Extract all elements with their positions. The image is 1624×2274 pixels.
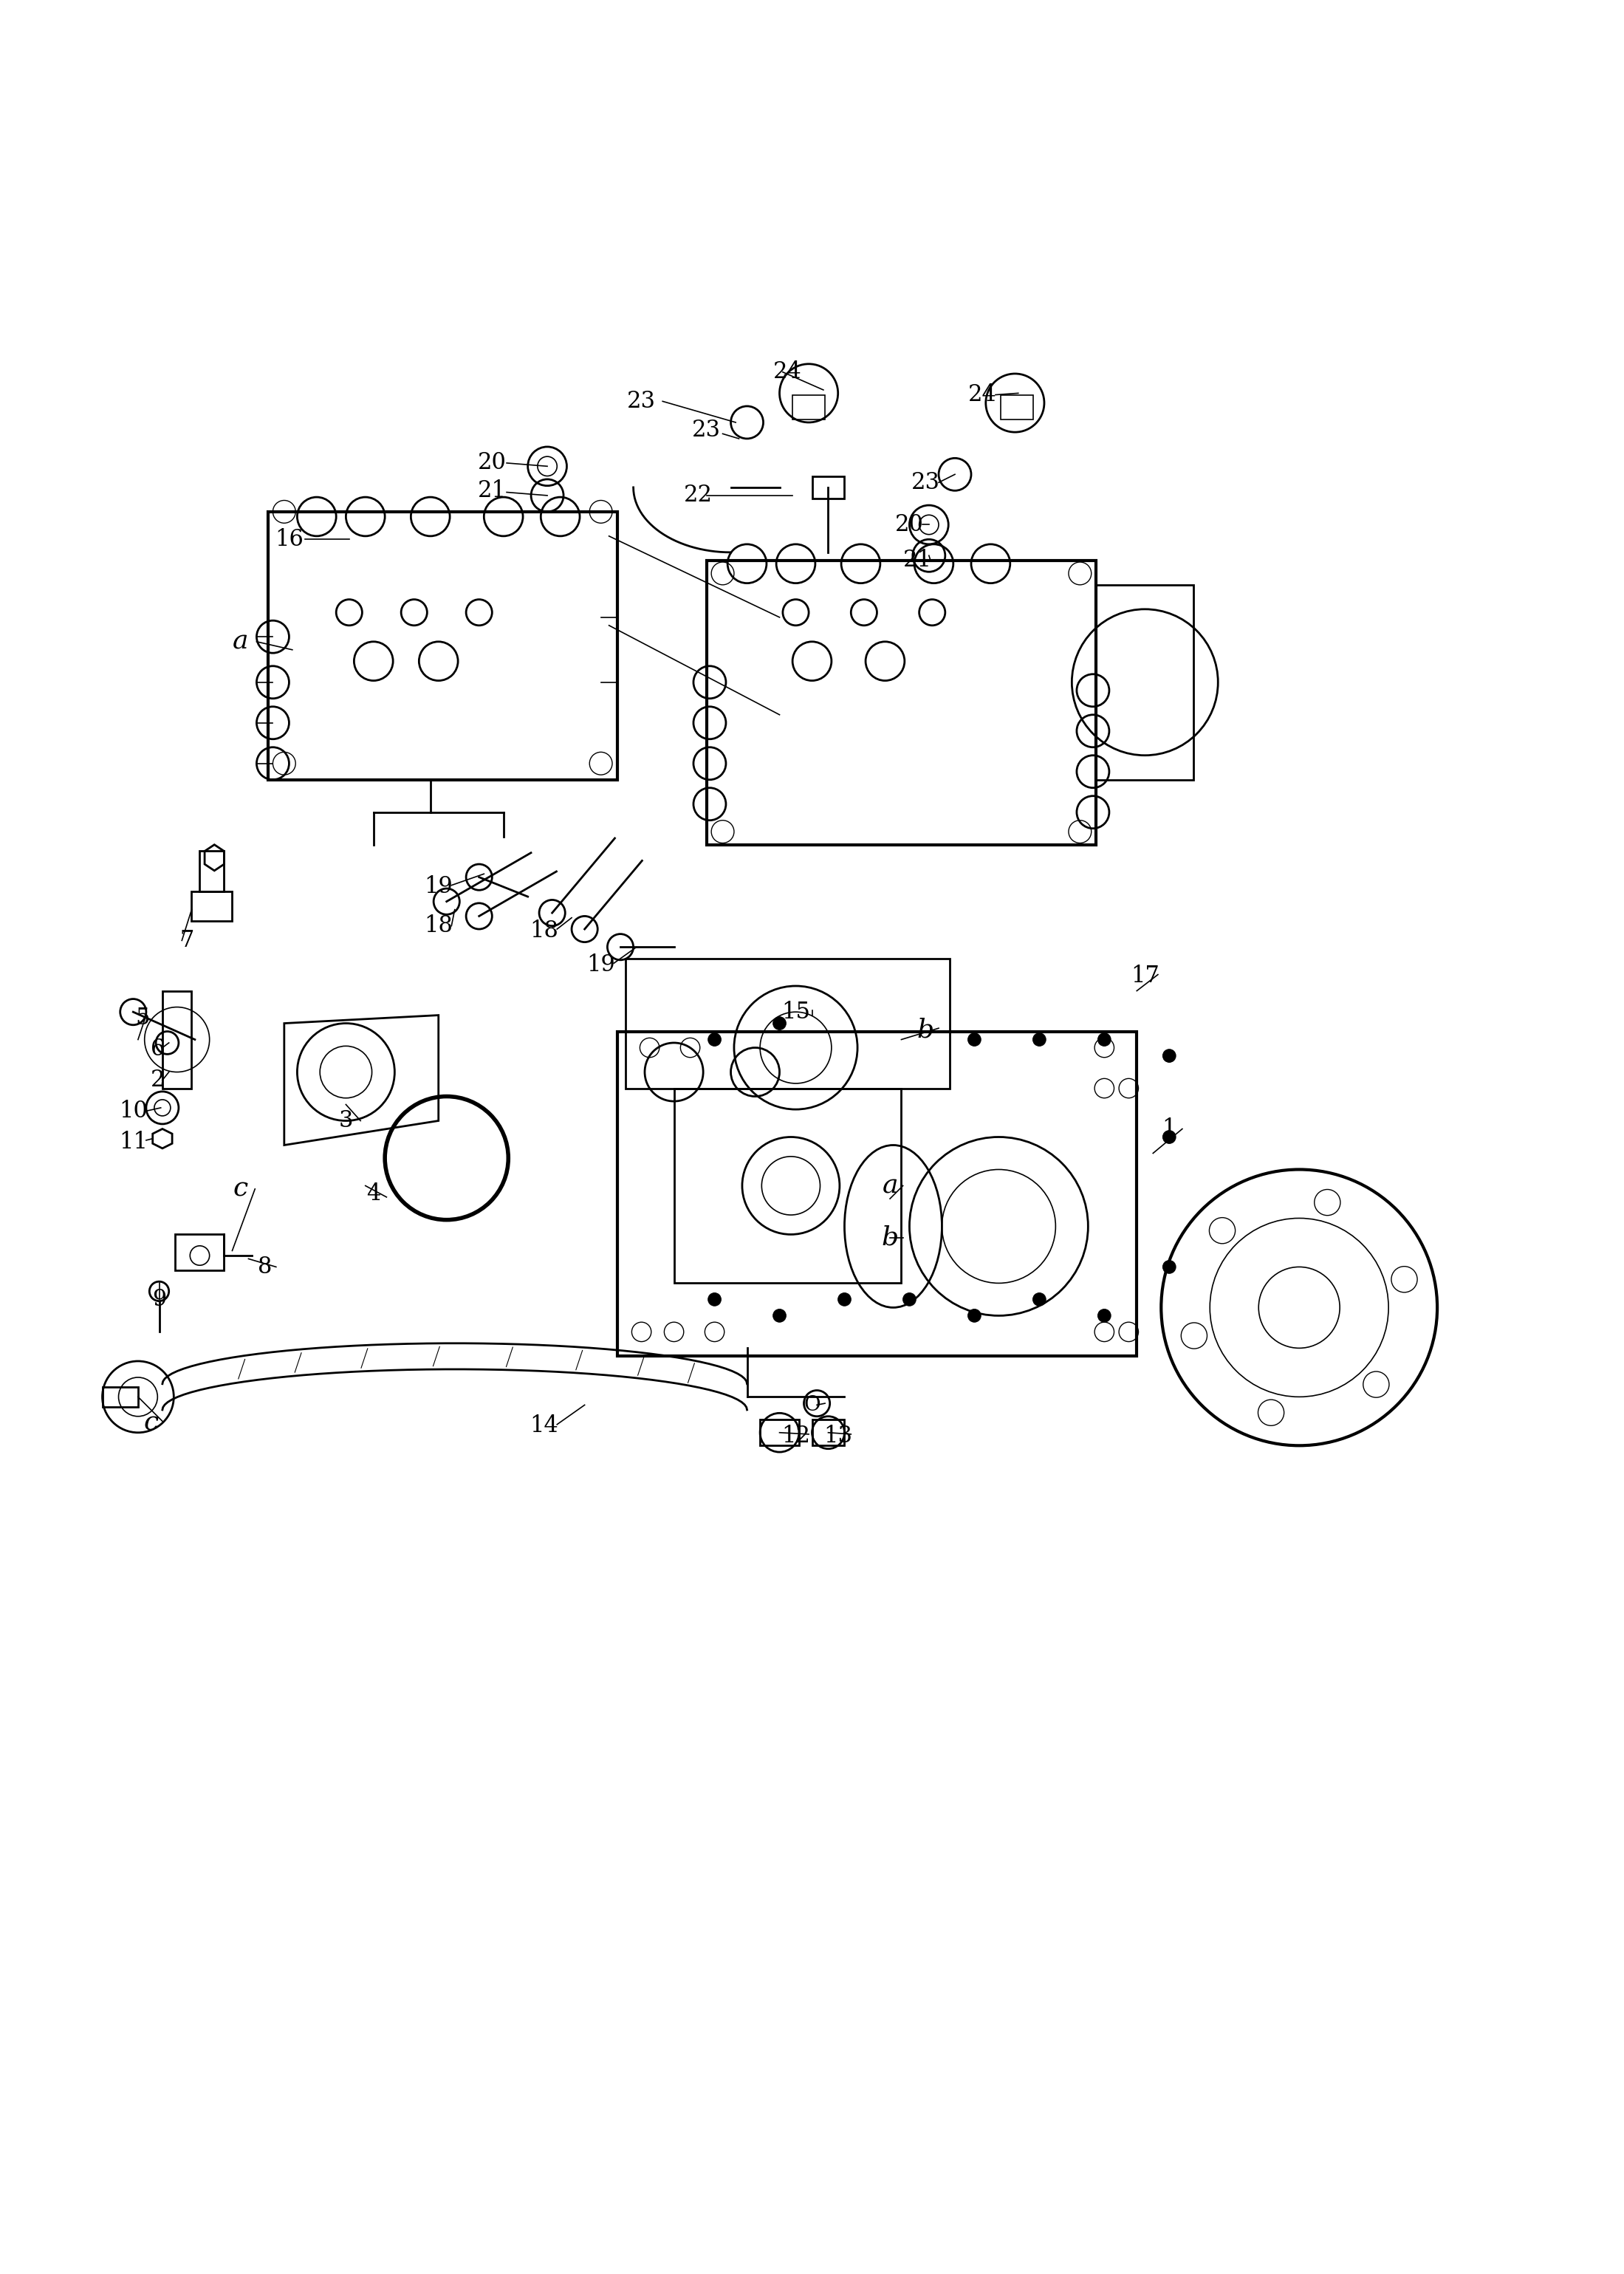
Text: 23: 23 [692, 418, 721, 441]
Text: c: c [143, 1410, 159, 1435]
Bar [192, 891, 232, 921]
Bar [1000, 396, 1033, 418]
Text: b: b [918, 1016, 934, 1041]
Text: 7: 7 [180, 930, 193, 953]
Text: 11: 11 [119, 1130, 148, 1153]
Text: b: b [882, 1226, 898, 1251]
Text: 22: 22 [684, 484, 713, 507]
Circle shape [708, 1032, 721, 1046]
Text: 6: 6 [151, 1037, 164, 1060]
Text: O: O [804, 1394, 820, 1414]
Circle shape [838, 1294, 851, 1305]
Text: 19: 19 [586, 953, 615, 976]
Text: 24: 24 [773, 362, 802, 384]
Circle shape [773, 1310, 786, 1321]
Bar [812, 475, 844, 498]
Bar [760, 1419, 799, 1446]
Text: 23: 23 [911, 471, 940, 493]
Text: 24: 24 [968, 384, 997, 407]
Circle shape [1098, 1310, 1111, 1321]
Bar [1096, 584, 1194, 780]
Text: 13: 13 [823, 1424, 853, 1446]
Circle shape [708, 1294, 721, 1305]
Bar [175, 1235, 224, 1271]
Circle shape [1163, 1130, 1176, 1144]
Text: 5: 5 [136, 1007, 149, 1030]
Bar [102, 1387, 138, 1408]
Text: a: a [232, 630, 248, 655]
Text: 23: 23 [627, 389, 656, 414]
Bar [793, 396, 825, 418]
Circle shape [968, 1032, 981, 1046]
Text: 10: 10 [119, 1101, 148, 1123]
Text: 3: 3 [339, 1110, 352, 1132]
Circle shape [1098, 1032, 1111, 1046]
Polygon shape [284, 1014, 438, 1146]
Bar [674, 1089, 901, 1283]
Text: 18: 18 [424, 914, 453, 937]
Circle shape [1163, 1048, 1176, 1062]
Circle shape [968, 1310, 981, 1321]
Text: 21: 21 [903, 548, 932, 571]
Text: 1: 1 [1163, 1117, 1176, 1139]
Text: 17: 17 [1130, 964, 1160, 987]
Text: 4: 4 [367, 1182, 380, 1205]
Circle shape [903, 1294, 916, 1305]
Circle shape [1033, 1032, 1046, 1046]
Bar [812, 1419, 844, 1446]
Bar [162, 991, 192, 1089]
Text: a: a [882, 1173, 898, 1198]
Text: 9: 9 [153, 1287, 166, 1310]
Text: 2: 2 [151, 1069, 164, 1092]
Circle shape [1033, 1294, 1046, 1305]
Text: 21: 21 [477, 480, 507, 503]
Text: 15: 15 [781, 1001, 810, 1023]
Text: 20: 20 [477, 453, 507, 475]
Bar [617, 1032, 1137, 1355]
Bar [706, 559, 1096, 844]
Text: 12: 12 [781, 1424, 810, 1446]
Text: 14: 14 [529, 1414, 559, 1437]
Bar [625, 957, 950, 1089]
Text: 8: 8 [258, 1255, 271, 1278]
Text: 19: 19 [424, 875, 453, 898]
Text: c: c [232, 1176, 248, 1201]
Bar [268, 512, 617, 780]
Text: 20: 20 [895, 514, 924, 537]
Bar [200, 850, 224, 891]
Text: 18: 18 [529, 919, 559, 941]
Circle shape [1163, 1260, 1176, 1273]
Text: 16: 16 [274, 528, 304, 550]
Circle shape [773, 1016, 786, 1030]
